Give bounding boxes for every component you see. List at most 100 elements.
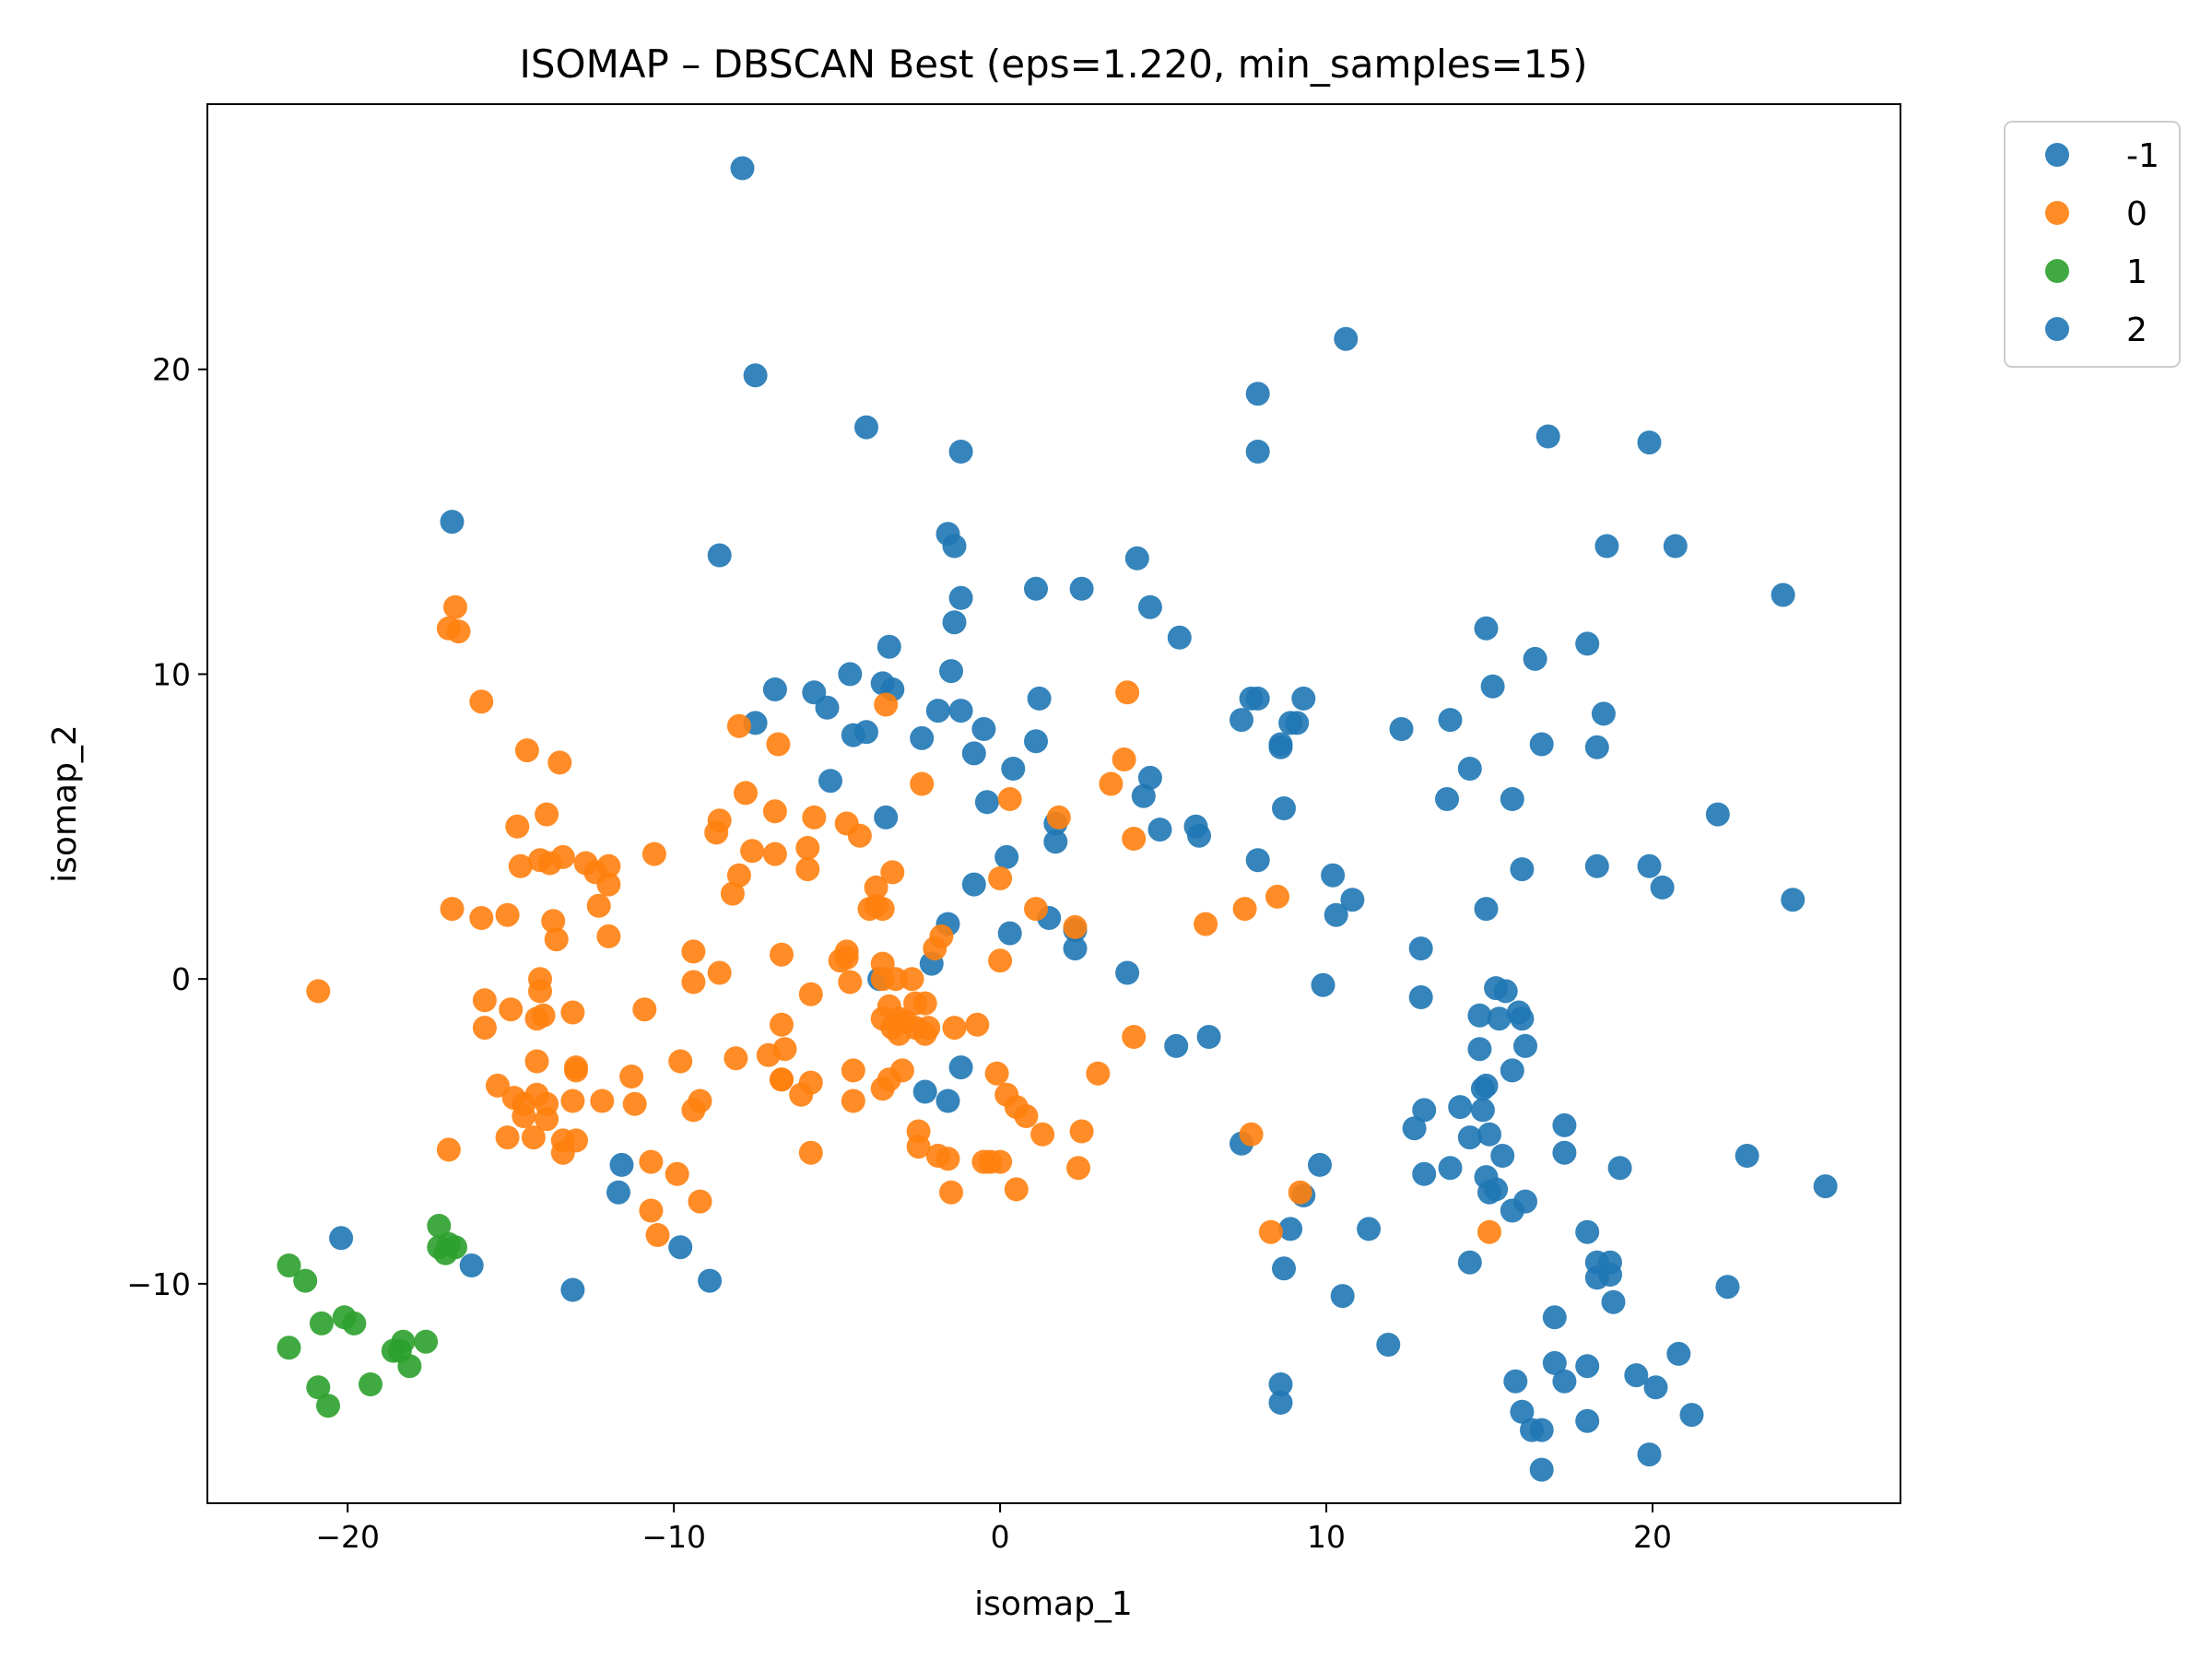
data-point <box>789 1082 814 1107</box>
data-point <box>508 853 533 878</box>
data-point <box>874 805 899 830</box>
data-point <box>1457 1125 1482 1150</box>
data-point <box>935 1147 960 1171</box>
data-point <box>469 906 494 930</box>
data-point <box>1542 1350 1567 1375</box>
data-point <box>1467 1003 1492 1028</box>
data-point <box>1438 708 1463 733</box>
data-point <box>762 841 787 866</box>
data-point <box>668 1235 693 1260</box>
data-point <box>997 787 1022 811</box>
data-point <box>726 713 751 738</box>
data-point <box>1245 440 1270 464</box>
data-point <box>984 1061 1009 1086</box>
data-point <box>560 1277 585 1302</box>
data-point <box>1285 711 1310 735</box>
data-point <box>1575 631 1600 656</box>
data-point <box>912 1079 937 1104</box>
data-point <box>880 860 905 885</box>
legend-label: -1 <box>2126 137 2159 175</box>
data-point <box>925 699 950 724</box>
data-point <box>874 692 899 717</box>
data-point <box>910 771 935 796</box>
data-point <box>795 857 820 882</box>
legend-marker <box>2045 259 2069 283</box>
data-point <box>770 942 794 967</box>
x-tick-label: −10 <box>641 1519 706 1555</box>
y-tick-label: −10 <box>126 1266 191 1302</box>
data-point <box>641 841 666 866</box>
data-point <box>1575 1219 1600 1244</box>
data-point <box>942 1016 967 1041</box>
data-point <box>1137 765 1162 790</box>
data-point <box>1066 1156 1090 1181</box>
data-point <box>1278 1217 1303 1241</box>
data-point <box>1513 1033 1537 1058</box>
data-point <box>834 939 859 964</box>
data-point <box>1503 1369 1528 1394</box>
data-point <box>293 1268 318 1293</box>
data-point <box>688 1088 712 1113</box>
data-point <box>1402 1116 1427 1141</box>
data-point <box>740 839 765 864</box>
data-point <box>1412 1161 1437 1186</box>
data-point <box>838 970 863 994</box>
data-point <box>668 1049 693 1074</box>
data-point <box>1258 1219 1283 1244</box>
data-point <box>802 805 827 830</box>
data-point <box>870 1077 895 1101</box>
data-point <box>1376 1333 1401 1357</box>
data-point <box>528 979 552 1004</box>
data-point <box>1470 1098 1495 1123</box>
x-tick-label: 0 <box>991 1519 1010 1555</box>
data-point <box>1510 1399 1535 1424</box>
data-point <box>1715 1275 1740 1300</box>
data-point <box>1272 796 1296 820</box>
data-point <box>495 1125 520 1150</box>
data-point <box>681 939 706 964</box>
data-point <box>1265 884 1289 909</box>
data-point <box>306 1375 331 1400</box>
data-point <box>1046 805 1071 830</box>
data-point <box>1598 1263 1622 1287</box>
y-axis-ticks: −10 0 10 20 <box>126 352 207 1302</box>
data-point <box>596 924 621 948</box>
data-point <box>1650 875 1675 900</box>
data-point <box>1288 1180 1312 1205</box>
x-tick-label: 20 <box>1633 1519 1672 1555</box>
data-point <box>815 695 840 720</box>
data-point <box>1529 1457 1554 1482</box>
legend-frame <box>2004 121 2181 368</box>
data-point <box>994 844 1019 869</box>
data-point <box>524 1006 549 1031</box>
data-point <box>1230 708 1253 733</box>
data-point <box>586 893 611 918</box>
data-point <box>316 1394 340 1418</box>
data-point <box>1115 680 1140 705</box>
points-layer <box>276 156 1838 1482</box>
data-point <box>688 1189 712 1214</box>
data-point <box>1510 857 1535 882</box>
data-point <box>841 1088 865 1113</box>
data-point <box>1493 979 1518 1004</box>
data-point <box>1457 757 1482 781</box>
data-point <box>948 1055 973 1080</box>
data-point <box>609 1152 634 1177</box>
data-point <box>1187 823 1211 848</box>
data-point <box>550 844 575 869</box>
data-point <box>1063 914 1088 939</box>
data-point <box>864 875 888 900</box>
data-point <box>645 1223 670 1247</box>
data-point <box>704 820 729 845</box>
data-point <box>1330 1284 1355 1309</box>
legend-marker <box>2045 201 2069 225</box>
data-point <box>1024 897 1048 922</box>
data-point <box>1268 1372 1293 1396</box>
data-point <box>912 1021 937 1046</box>
data-point <box>997 921 1022 946</box>
data-point <box>1487 1006 1512 1031</box>
x-axis-label: isomap_1 <box>974 1585 1133 1623</box>
data-point <box>948 585 973 610</box>
data-point <box>961 741 986 766</box>
data-point <box>1781 888 1806 912</box>
